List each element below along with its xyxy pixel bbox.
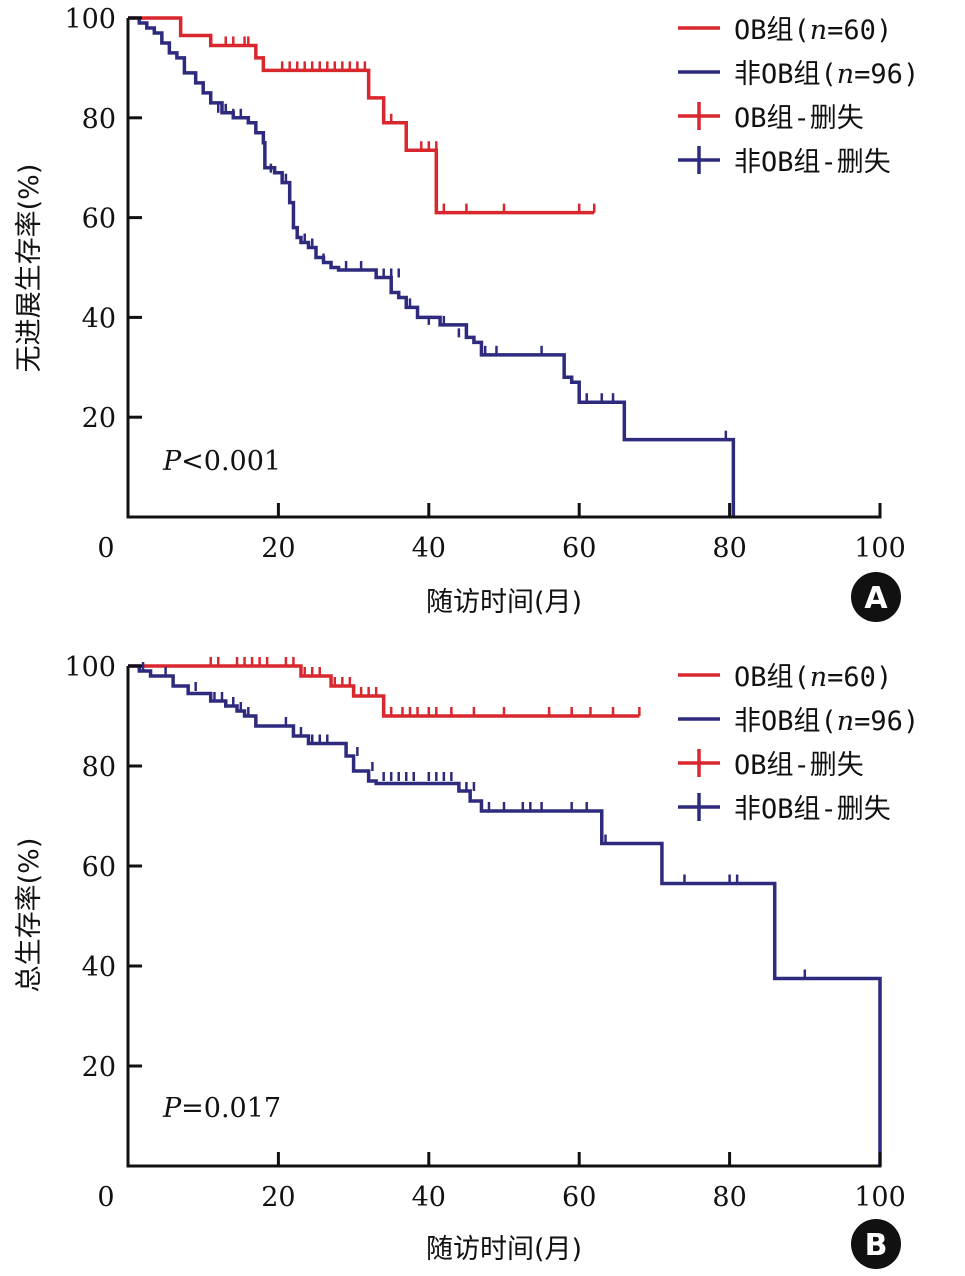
x-tick-label: 80 [712,533,746,564]
survival-curves [128,16,736,517]
legend-label: OB组-删失 [734,103,864,134]
legend-label: 非OB组(n=96) [734,706,919,737]
x-tick-label: 0 [97,533,114,564]
panel-a: 20 40 60 80 100 0 20 40 60 80 100 无进展生存率(%) 随访时间(月… [14,4,919,622]
y-axis-title: 无进展生存率(%) [14,164,45,373]
legend-label: 非OB组-删失 [734,147,891,178]
legend-label: OB组-删失 [734,750,864,781]
y-tick-label: 60 [82,852,116,883]
x-tick-label: 100 [854,533,906,564]
legend-item: OB组-删失 [678,102,864,134]
y-tick-label: 60 [82,204,116,235]
y-tick-label: 40 [82,303,116,334]
panel-label: A [864,581,888,616]
p-value: P=0.017 [162,1093,281,1124]
survival-curves [128,657,882,1166]
x-axis-title: 随访时间(月) [426,1234,582,1265]
legend-item: 非OB组-删失 [678,793,891,825]
legend-label: 非OB组(n=96) [734,59,919,90]
x-tick-label: 60 [562,533,596,564]
y-tick-label: 20 [82,403,116,434]
survival-curve-non_ob [128,16,736,517]
legend-item: OB组(n=60) [678,662,892,693]
legend-item: 非OB组-删失 [678,146,891,178]
y-tick-label: 80 [82,752,116,783]
x-tick-label: 40 [412,1182,446,1213]
x-tick-label: 60 [562,1182,596,1213]
x-axis-title: 随访时间(月) [426,587,582,618]
x-tick-label: 20 [261,1182,295,1213]
y-tick-label: 20 [82,1052,116,1083]
y-tick-label: 40 [82,952,116,983]
panel-badge-b: B [851,1219,901,1269]
axes: 20 40 60 80 100 0 20 40 60 80 100 [64,4,905,564]
panel-label: B [865,1228,888,1263]
legend-item: OB组-删失 [678,749,864,781]
legend-item: OB组(n=60) [678,15,892,46]
x-tick-label: 0 [97,1182,114,1213]
legend-label: OB组(n=60) [734,662,892,693]
x-tick-label: 20 [261,533,295,564]
x-tick-label: 40 [412,533,446,564]
x-tick-label: 80 [712,1182,746,1213]
y-tick-label: 100 [64,652,116,683]
survival-curve-non_ob [128,664,882,1166]
survival-curve-ob [128,16,595,215]
y-tick-label: 80 [82,104,116,135]
legend-label: OB组(n=60) [734,15,892,46]
x-tick-label: 100 [854,1182,906,1213]
p-value: P<0.001 [162,446,281,477]
panel-badge-a: A [851,572,901,622]
legend-item: 非OB组(n=96) [678,59,919,90]
y-axis-title: 总生存率(%) [14,838,45,993]
axes: 20 40 60 80 100 0 20 40 60 80 100 [64,652,905,1213]
legend-item: 非OB组(n=96) [678,706,919,737]
y-tick-label: 100 [64,4,116,35]
survival-curve-ob [128,664,640,718]
legend-label: 非OB组-删失 [734,794,891,825]
